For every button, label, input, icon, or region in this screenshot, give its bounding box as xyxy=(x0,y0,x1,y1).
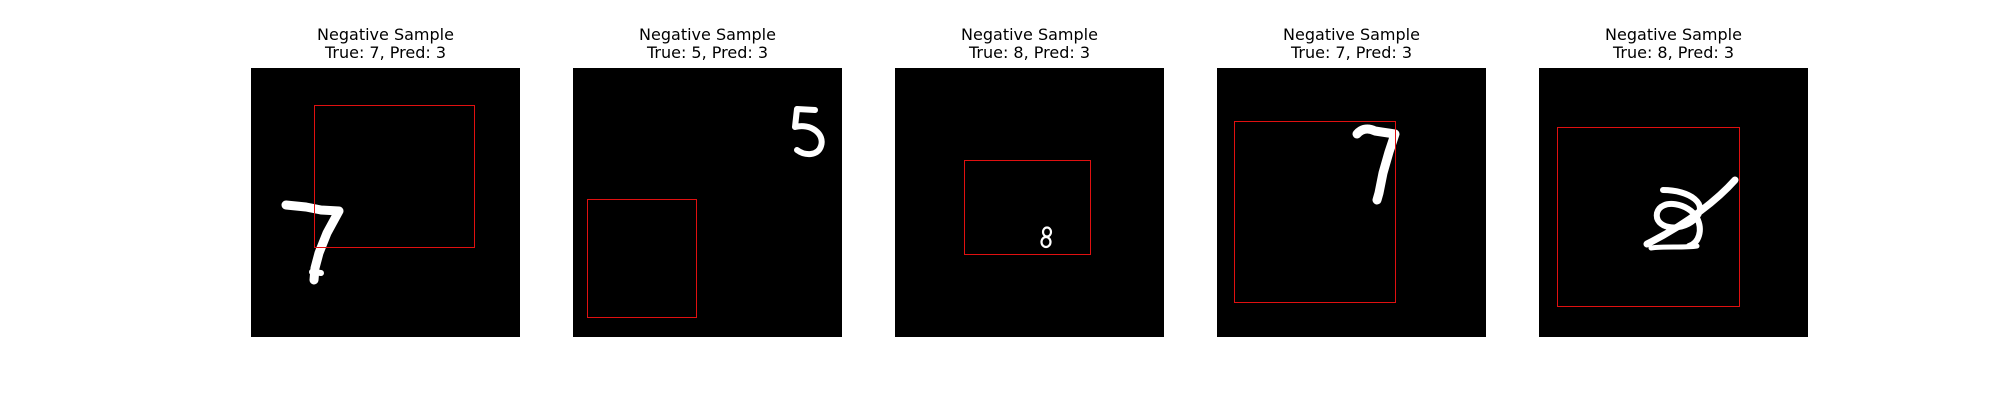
region-box xyxy=(587,199,697,318)
sample-panel-1: Negative Sample True: 7, Pred: 3 xyxy=(251,26,520,340)
panel-title-line: Negative Sample xyxy=(317,25,454,44)
panel-subtitle-line: True: 8, Pred: 3 xyxy=(968,43,1091,62)
panel-subtitle-line: True: 7, Pred: 3 xyxy=(1290,43,1413,62)
region-box xyxy=(964,160,1091,255)
digit-image xyxy=(1217,68,1486,337)
digit-image xyxy=(1539,68,1808,337)
digit-image xyxy=(573,68,842,337)
panel-title-line: Negative Sample xyxy=(961,25,1098,44)
digit-image xyxy=(895,68,1164,337)
sample-panel-3: Negative Sample True: 8, Pred: 3 xyxy=(895,26,1164,340)
panel-title: Negative Sample True: 8, Pred: 3 xyxy=(1539,26,1808,62)
region-box xyxy=(314,105,475,248)
panel-title: Negative Sample True: 5, Pred: 3 xyxy=(573,26,842,62)
region-box xyxy=(1234,121,1396,303)
digit-seven-icon xyxy=(1352,124,1400,205)
digit-five-icon xyxy=(792,106,825,158)
panel-subtitle-line: True: 5, Pred: 3 xyxy=(646,43,769,62)
region-box xyxy=(1557,127,1740,307)
digit-seven-icon xyxy=(281,200,344,285)
panel-title-line: Negative Sample xyxy=(1605,25,1742,44)
sample-panel-4: Negative Sample True: 7, Pred: 3 xyxy=(1217,26,1486,340)
panel-title: Negative Sample True: 7, Pred: 3 xyxy=(251,26,520,62)
digit-image xyxy=(251,68,520,337)
digit-eight-icon xyxy=(1040,226,1053,249)
panel-subtitle-line: True: 7, Pred: 3 xyxy=(324,43,447,62)
digit-eight-icon xyxy=(1643,176,1739,251)
sample-panel-2: Negative Sample True: 5, Pred: 3 xyxy=(573,26,842,340)
panel-subtitle-line: True: 8, Pred: 3 xyxy=(1612,43,1735,62)
sample-panel-5: Negative Sample True: 8, Pred: 3 xyxy=(1539,26,1808,340)
panel-title: Negative Sample True: 8, Pred: 3 xyxy=(895,26,1164,62)
panel-title-line: Negative Sample xyxy=(639,25,776,44)
panel-title: Negative Sample True: 7, Pred: 3 xyxy=(1217,26,1486,62)
panel-title-line: Negative Sample xyxy=(1283,25,1420,44)
